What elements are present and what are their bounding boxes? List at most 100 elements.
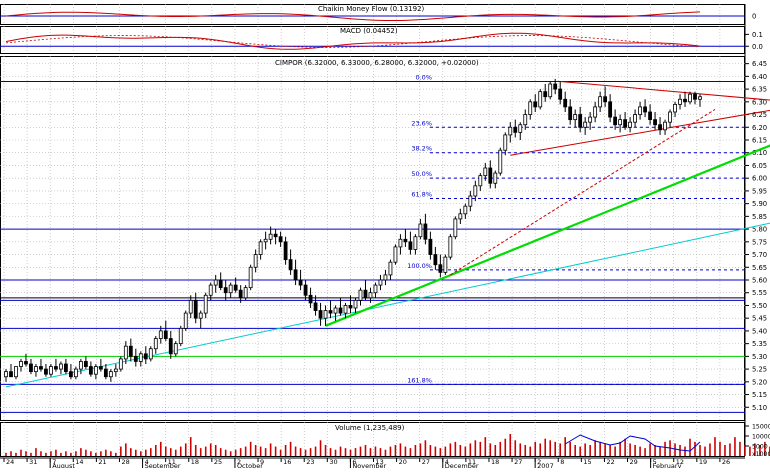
- candle-body-12: [64, 363, 68, 373]
- y-tick-label-21: 5.40: [752, 327, 767, 335]
- trendline-mid-support: [325, 144, 770, 327]
- candle-body-93: [468, 195, 473, 207]
- month-label-6: February: [653, 462, 682, 468]
- x-tick-label-31: 26: [722, 458, 730, 466]
- y-tick-label-13: 5.80: [752, 226, 767, 234]
- month-label-3: November: [352, 462, 386, 468]
- candle-body-124: [623, 119, 628, 128]
- candle-body-91: [458, 213, 463, 220]
- volume-label: Volume (1,235,489): [335, 424, 405, 432]
- macd-tick-label-0: 0.1: [752, 31, 763, 39]
- candle-body-14: [73, 368, 78, 378]
- candle-body-11: [59, 363, 63, 370]
- month-label-1: September: [145, 462, 181, 468]
- candle-body-99: [498, 149, 503, 174]
- candle-body-74: [373, 284, 378, 294]
- x-tick-label-27: 29: [630, 458, 638, 466]
- candle-body-61: [308, 294, 313, 304]
- candle-body-136: [683, 98, 687, 103]
- y-tick-label-10: 5.95: [752, 187, 767, 195]
- candle-body-108: [543, 91, 548, 98]
- candle-body-1: [9, 371, 13, 378]
- trendline-triangle-lower: [510, 109, 770, 156]
- candle-body-137: [688, 93, 692, 103]
- fib-label-0: 0.0%: [415, 73, 432, 81]
- x-tick-label-21: 18: [491, 458, 499, 466]
- candle-body-86: [433, 254, 438, 266]
- y-tick-label-6: 6.15: [752, 137, 767, 145]
- x-tick-label-8: 18: [191, 458, 199, 466]
- chaikin-line: [5, 11, 701, 22]
- x-tick-label-0: 24: [6, 458, 14, 466]
- y-tick-label-22: 5.35: [752, 340, 767, 348]
- candle-body-59: [298, 279, 303, 286]
- candle-body-95: [478, 175, 483, 187]
- candle-body-31: [158, 330, 163, 339]
- candle-body-127: [638, 106, 642, 115]
- x-tick-label-13: 23: [306, 458, 314, 466]
- candle-body-21: [108, 371, 113, 378]
- candle-body-54: [273, 233, 278, 238]
- candle-body-88: [443, 256, 448, 273]
- x-tick-label-29: 12: [676, 458, 684, 466]
- candle-body-18: [93, 366, 98, 375]
- trendline-triangle-upper: [560, 80, 770, 101]
- candle-body-87: [438, 264, 443, 273]
- candle-body-30: [153, 338, 158, 350]
- y-tick-label-16: 5.65: [752, 264, 767, 272]
- candle-body-115: [578, 114, 583, 128]
- price-label: CIMPOR (6.32000, 6.33000, 6.28000, 6.320…: [275, 59, 479, 67]
- x-tick-label-9: 25: [214, 458, 222, 466]
- candle-body-81: [408, 241, 413, 250]
- volume-tick-label-0: 15000: [752, 424, 770, 431]
- candle-body-66: [333, 307, 338, 314]
- candle-body-5: [29, 363, 33, 373]
- fib-label-4: 61.8%: [411, 191, 432, 199]
- candle-body-56: [283, 241, 288, 261]
- candle-body-45: [228, 284, 233, 294]
- candle-body-15: [78, 361, 83, 370]
- candle-body-55: [278, 236, 283, 243]
- x-tick-label-14: 30: [329, 458, 337, 466]
- candle-body-129: [648, 111, 652, 121]
- candle-body-44: [223, 287, 228, 294]
- candle-body-133: [668, 111, 672, 123]
- candle-body-42: [213, 279, 218, 286]
- candle-body-73: [368, 292, 373, 299]
- x-tick-label-10: 2: [237, 458, 241, 466]
- fib-label-5: 100.0%: [407, 262, 432, 270]
- candle-body-131: [658, 124, 662, 131]
- x-tick-label-30: 19: [699, 458, 707, 466]
- candle-body-49: [248, 266, 253, 289]
- candle-body-47: [238, 289, 243, 299]
- y-tick-label-27: 5.10: [752, 404, 767, 412]
- candle-body-34: [173, 343, 178, 355]
- candle-body-33: [168, 338, 173, 355]
- x-tick-label-17: 20: [399, 458, 407, 466]
- candle-body-40: [203, 294, 208, 314]
- candle-body-50: [253, 254, 258, 268]
- macd-tick-label-1: 0.0: [752, 43, 763, 51]
- x-tick-label-22: 27: [514, 458, 522, 466]
- x-tick-label-23: 2: [537, 458, 541, 466]
- x-tick-label-20: 11: [468, 458, 476, 466]
- candle-body-0: [4, 371, 8, 378]
- y-tick-label-24: 5.25: [752, 366, 767, 374]
- candle-body-17: [88, 366, 93, 375]
- candle-body-128: [643, 106, 647, 113]
- volume-avg-line: [564, 434, 701, 452]
- chaikin-tick-0: 0: [752, 13, 756, 21]
- y-tick-label-9: 6.00: [752, 175, 767, 183]
- candle-body-69: [348, 305, 353, 309]
- y-tick-label-3: 6.30: [752, 98, 767, 106]
- candle-body-72: [363, 289, 368, 299]
- month-label-5: 2007: [537, 462, 554, 468]
- candle-body-109: [548, 83, 553, 98]
- y-tick-label-8: 6.05: [752, 162, 767, 170]
- fib-label-3: 50.0%: [411, 170, 432, 178]
- candle-body-83: [418, 223, 423, 238]
- candle-body-65: [328, 310, 333, 314]
- y-tick-label-19: 5.50: [752, 302, 767, 310]
- candle-body-70: [353, 299, 358, 309]
- candle-body-58: [293, 269, 298, 281]
